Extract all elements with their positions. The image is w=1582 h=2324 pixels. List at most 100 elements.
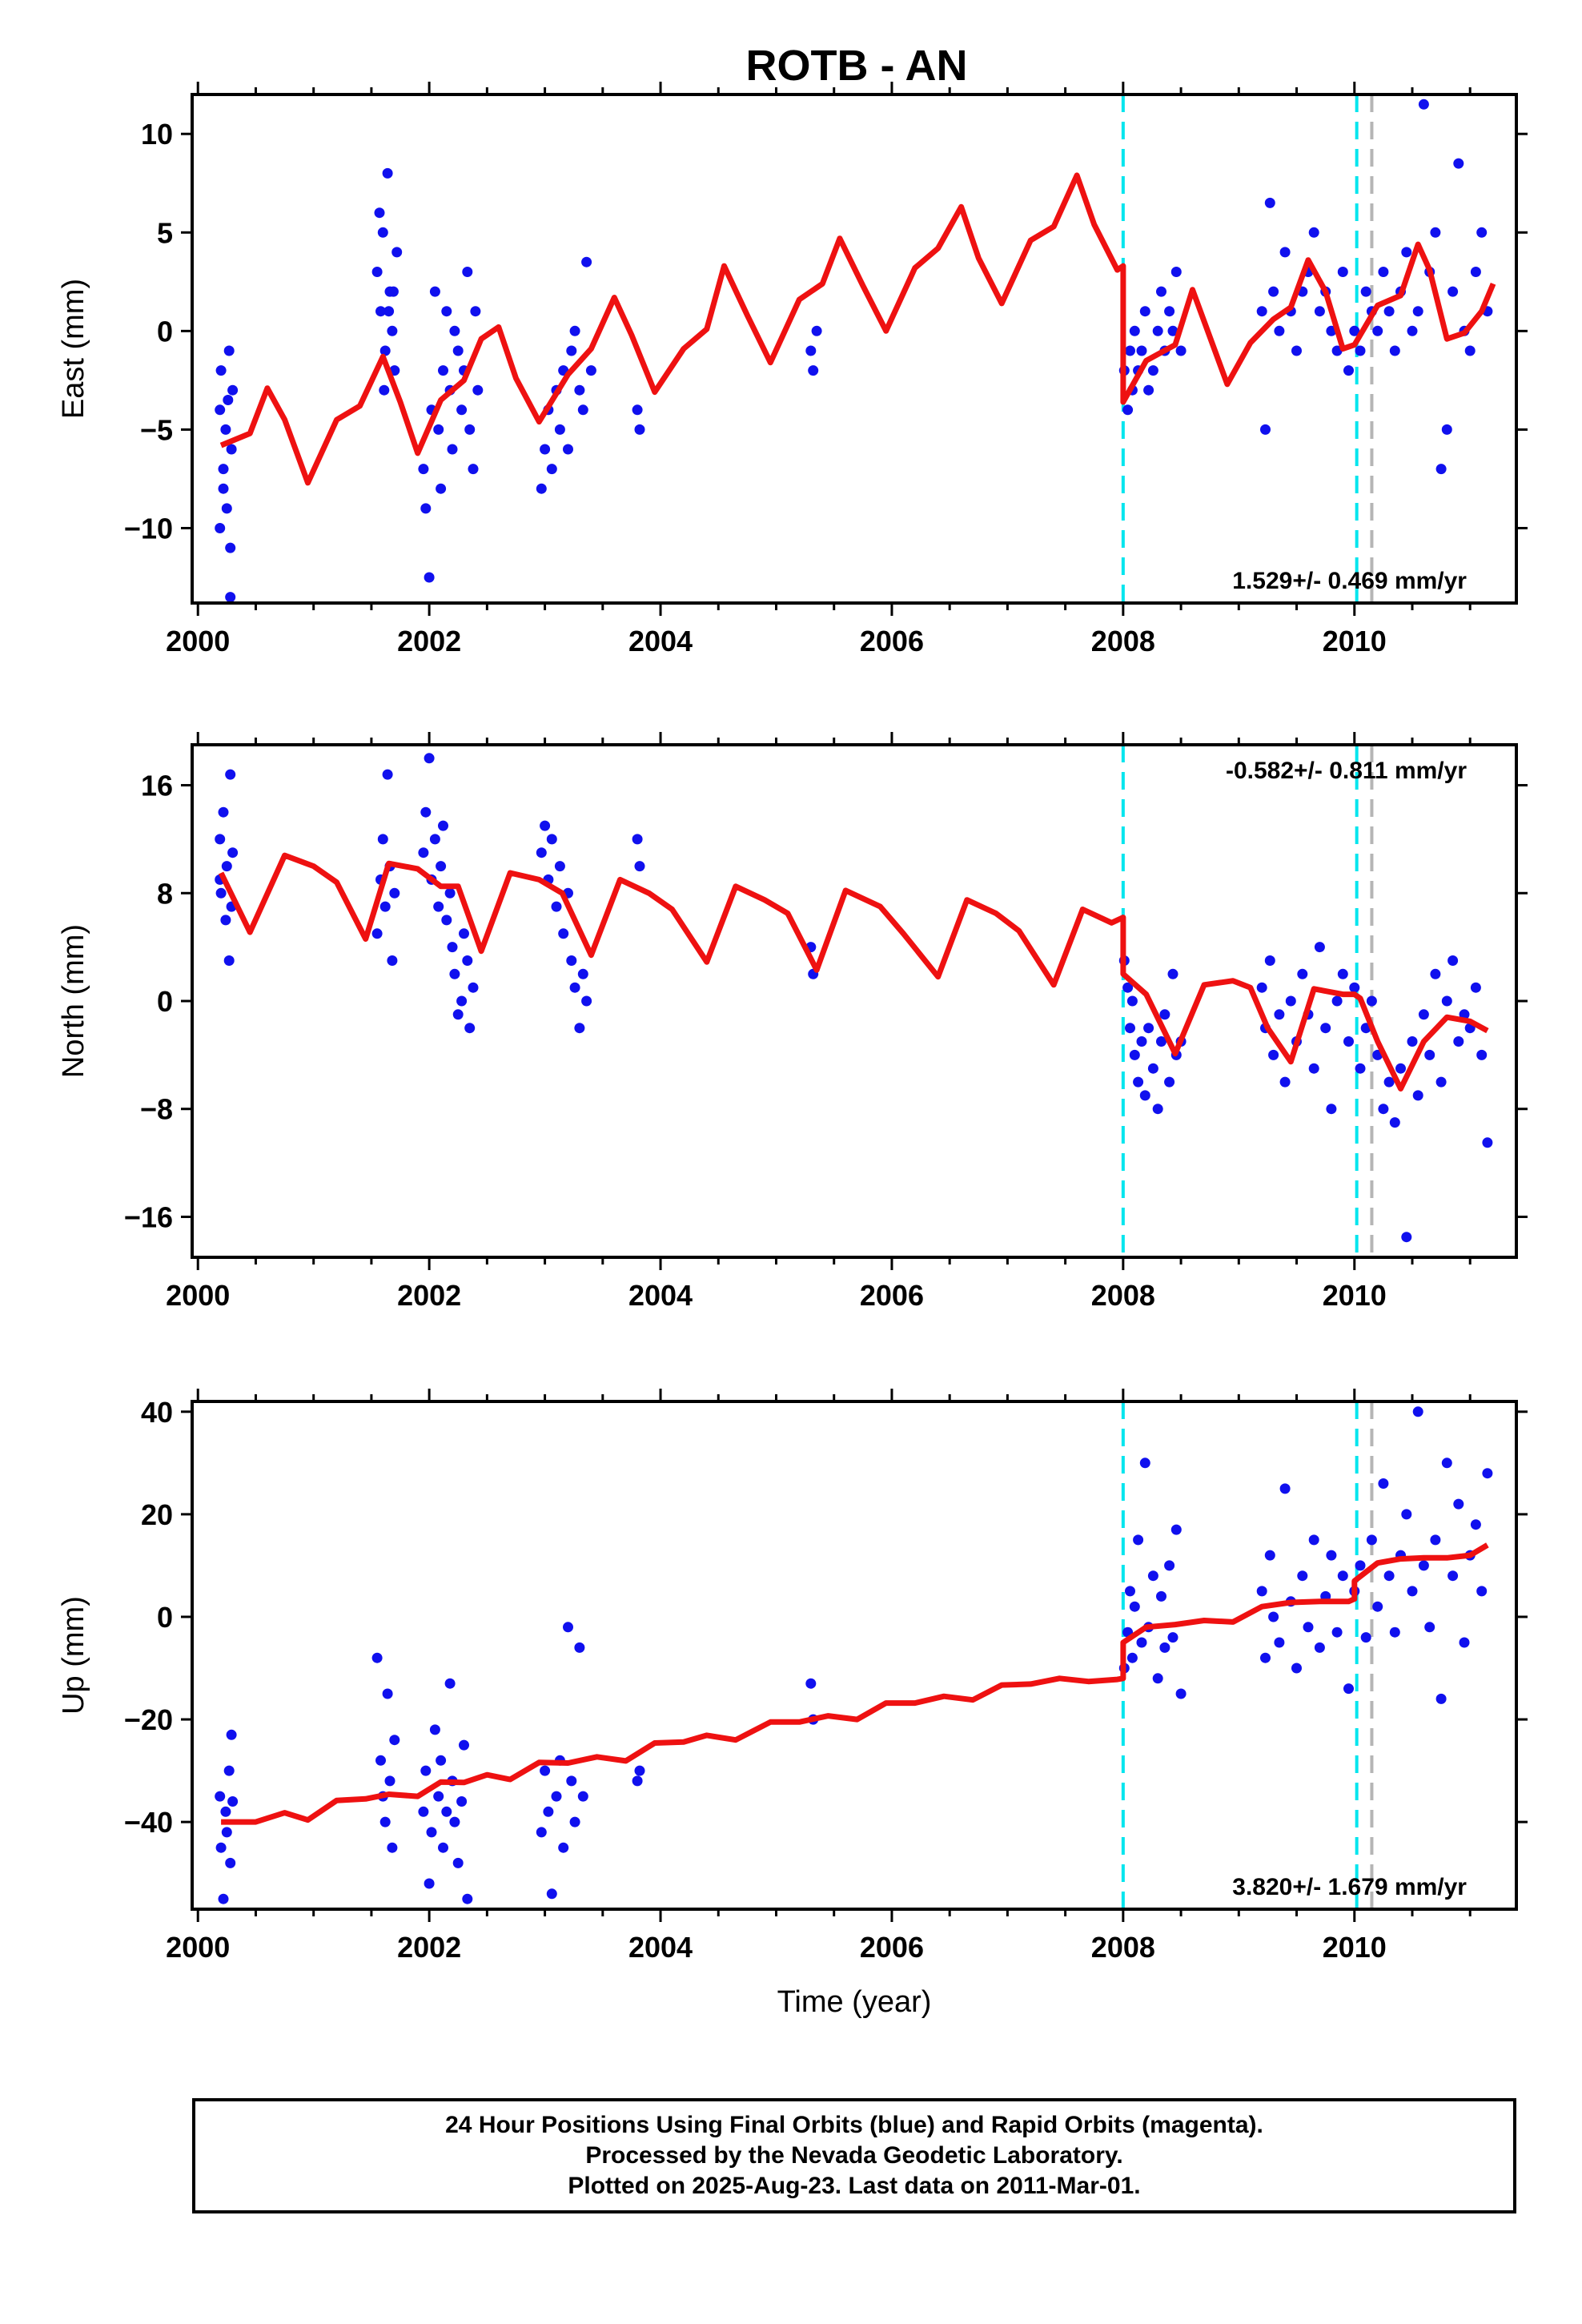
up-data-point bbox=[459, 1739, 469, 1751]
east-ytick-label: 5 bbox=[157, 216, 173, 249]
east-data-point bbox=[1125, 345, 1135, 356]
east-data-point bbox=[1476, 227, 1488, 238]
east-data-point bbox=[468, 464, 479, 475]
east-data-point bbox=[1291, 345, 1302, 356]
up-xtick-label: 2010 bbox=[1323, 1931, 1387, 1964]
east-data-point bbox=[1274, 325, 1285, 336]
up-data-point bbox=[1453, 1498, 1464, 1510]
north-ytick-label: −8 bbox=[140, 1093, 173, 1126]
north-data-point bbox=[574, 1023, 585, 1034]
up-data-point bbox=[1383, 1570, 1395, 1582]
north-data-point bbox=[1378, 1104, 1389, 1115]
up-data-point bbox=[1175, 1688, 1186, 1699]
up-data-point bbox=[1264, 1550, 1275, 1561]
east-data-point bbox=[1167, 325, 1178, 336]
north-ytick-label: 8 bbox=[157, 877, 173, 910]
east-data-point bbox=[1447, 286, 1459, 297]
east-data-point bbox=[225, 592, 236, 603]
east-data-point bbox=[1260, 424, 1271, 435]
east-data-point bbox=[563, 444, 573, 455]
north-frame bbox=[191, 743, 1518, 1259]
east-data-point bbox=[456, 404, 468, 416]
north-data-point bbox=[1401, 1232, 1412, 1243]
east-data-point bbox=[420, 503, 432, 514]
north-data-point bbox=[1337, 968, 1348, 979]
east-data-point bbox=[808, 365, 819, 376]
up-data-point bbox=[1418, 1560, 1429, 1571]
north-data-point bbox=[1349, 982, 1360, 993]
east-data-point bbox=[1355, 345, 1366, 356]
up-data-point bbox=[215, 1791, 226, 1802]
north-data-point bbox=[1122, 982, 1134, 993]
east-data-point bbox=[226, 444, 237, 455]
east-data-point bbox=[1470, 267, 1481, 277]
north-data-point bbox=[1412, 1090, 1423, 1101]
up-data-point bbox=[1470, 1519, 1481, 1530]
east-data-point bbox=[433, 424, 444, 435]
up-data-point bbox=[546, 1888, 557, 1900]
north-data-point bbox=[1441, 995, 1452, 1007]
east-data-point bbox=[1264, 197, 1275, 208]
up-data-point bbox=[1256, 1586, 1267, 1597]
east-data-point bbox=[1401, 247, 1412, 258]
up-ytick-label: −40 bbox=[124, 1806, 173, 1839]
up-rate-label: 3.820+/- 1.679 mm/yr bbox=[1232, 1874, 1467, 1900]
north-data-point bbox=[1133, 1076, 1144, 1088]
east-data-point bbox=[218, 483, 229, 494]
east-data-point bbox=[225, 542, 236, 553]
north-data-point bbox=[436, 861, 447, 872]
up-data-point bbox=[1366, 1534, 1377, 1546]
east-xtick-label: 2010 bbox=[1323, 625, 1387, 657]
up-data-point bbox=[1159, 1642, 1170, 1653]
up-data-point bbox=[426, 1827, 437, 1838]
north-data-point bbox=[577, 968, 588, 979]
north-data-point bbox=[1143, 1023, 1154, 1034]
east-data-point bbox=[581, 256, 592, 267]
up-data-point bbox=[220, 1806, 231, 1817]
east-xtick-label: 2008 bbox=[1091, 625, 1155, 657]
north-data-point bbox=[1476, 1049, 1488, 1060]
north-data-point bbox=[377, 834, 388, 845]
up-data-point bbox=[563, 1622, 573, 1633]
up-data-point bbox=[1291, 1663, 1302, 1674]
north-data-point bbox=[1139, 1090, 1150, 1101]
up-xtick-label: 2008 bbox=[1091, 1931, 1155, 1964]
up-data-point bbox=[418, 1806, 429, 1817]
north-data-point bbox=[1453, 1036, 1464, 1047]
north-data-point bbox=[220, 915, 231, 926]
up-data-point bbox=[1170, 1524, 1182, 1535]
north-data-point bbox=[1167, 968, 1178, 979]
north-data-point bbox=[1482, 1137, 1493, 1148]
east-data-point bbox=[1430, 227, 1441, 238]
north-data-point bbox=[1383, 1076, 1395, 1088]
up-data-point bbox=[449, 1816, 460, 1827]
north-data-point bbox=[389, 887, 400, 899]
north-xtick-label: 2000 bbox=[166, 1279, 230, 1312]
up-data-point bbox=[1372, 1601, 1383, 1612]
up-data-point bbox=[429, 1724, 440, 1735]
up-data-point bbox=[1314, 1642, 1325, 1653]
north-data-point bbox=[447, 942, 458, 953]
east-data-point bbox=[1143, 384, 1154, 396]
up-xtick-label: 2004 bbox=[628, 1931, 693, 1964]
up-data-point bbox=[1260, 1652, 1271, 1663]
up-data-point bbox=[1326, 1550, 1337, 1561]
up-data-point bbox=[1156, 1590, 1166, 1602]
north-data-point bbox=[1279, 1076, 1291, 1088]
east-ytick-label: −10 bbox=[124, 512, 173, 545]
up-data-point bbox=[1401, 1509, 1412, 1520]
east-data-point bbox=[554, 424, 565, 435]
processing-info-box: 24 Hour Positions Using Final Orbits (bl… bbox=[192, 2098, 1516, 2213]
north-data-point bbox=[1320, 1023, 1331, 1034]
up-data-point bbox=[1459, 1637, 1470, 1648]
up-data-point bbox=[420, 1765, 432, 1776]
east-data-point bbox=[379, 345, 391, 356]
north-data-point bbox=[634, 861, 645, 872]
east-points bbox=[215, 99, 1493, 603]
footer-line-processor: Processed by the Nevada Geodetic Laborat… bbox=[585, 2142, 1123, 2169]
north-data-point bbox=[581, 995, 592, 1007]
east-data-point bbox=[218, 464, 229, 475]
east-data-point bbox=[1407, 325, 1418, 336]
up-data-point bbox=[632, 1775, 643, 1787]
north-ytick-label: 0 bbox=[157, 985, 173, 1018]
